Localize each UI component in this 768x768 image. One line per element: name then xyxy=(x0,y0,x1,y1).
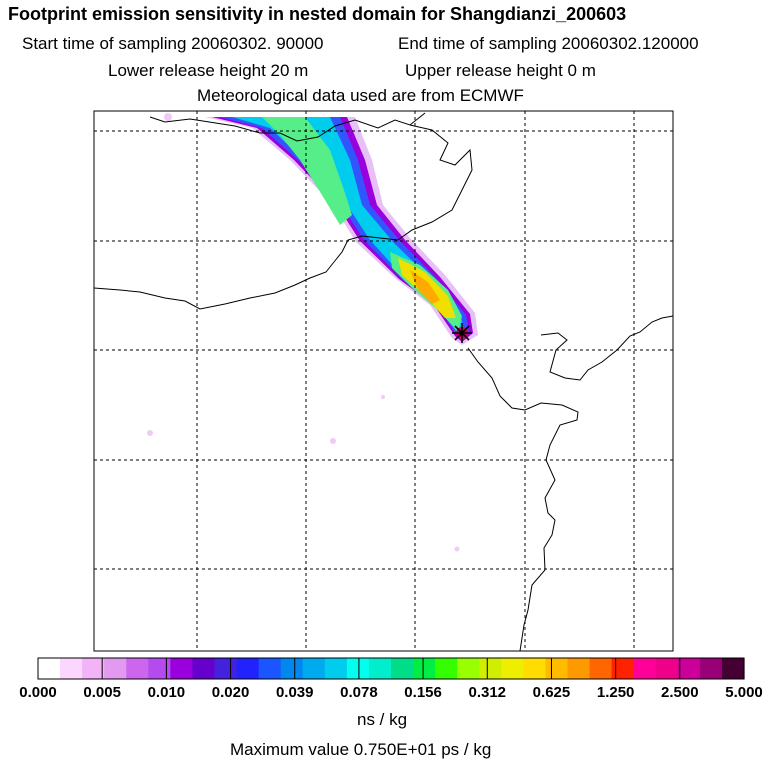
colorbar-cell xyxy=(148,658,171,679)
colorbar-tick-label: 0.020 xyxy=(211,684,250,701)
plume-orange xyxy=(410,270,440,304)
border-east xyxy=(540,315,674,381)
colorbar-cell xyxy=(479,658,502,679)
colorbar-cell xyxy=(192,658,216,679)
colorbar-cell xyxy=(435,658,458,679)
colorbar-cell xyxy=(501,658,524,679)
colorbar-cell xyxy=(104,658,127,679)
colorbar-cell xyxy=(60,658,83,679)
plume-outer xyxy=(205,117,478,345)
colorbar-cell xyxy=(82,658,105,679)
upper-release-height-label: Upper release height 0 m xyxy=(405,61,596,80)
coastline-south xyxy=(467,347,579,652)
map-frame xyxy=(93,110,674,652)
colorbar-unit-label: ns / kg xyxy=(357,710,408,729)
colorbar-cell xyxy=(721,658,745,679)
plume-cyan xyxy=(232,117,464,336)
colorbar-tick-label: 2.500 xyxy=(661,684,699,701)
chart-title: Footprint emission sensitivity in nested… xyxy=(8,4,627,24)
colorbar-cell xyxy=(655,658,679,679)
colorbar-cell xyxy=(324,658,348,679)
colorbar-cell xyxy=(589,658,613,679)
colorbar-tick-label: 0.005 xyxy=(83,684,121,701)
colorbar-cell xyxy=(38,658,61,679)
colorbar-frame xyxy=(37,657,745,680)
colorbar-tick-label: 0.000 xyxy=(19,684,57,701)
colorbar-cell xyxy=(567,658,591,679)
colorbar-cell xyxy=(302,658,326,679)
colorbar-tick-label: 5.000 xyxy=(725,684,763,701)
colorbar-cell xyxy=(258,658,282,679)
colorbar-tick-label: 0.078 xyxy=(340,684,378,701)
coastline-north xyxy=(149,112,426,142)
coastline-ne xyxy=(397,124,473,241)
colorbar-cell xyxy=(391,658,414,679)
colorbar-cell xyxy=(126,658,149,679)
colorbar-cell xyxy=(633,658,657,679)
coastline-bay xyxy=(93,235,399,310)
met-data-label: Meteorological data used are from ECMWF xyxy=(197,86,524,105)
colorbar-tick-label: 0.312 xyxy=(468,684,507,701)
colorbar-cell xyxy=(545,658,569,679)
lower-release-height-label: Lower release height 20 m xyxy=(108,61,309,80)
colorbar-cell xyxy=(346,658,370,679)
faint-spot xyxy=(381,395,385,399)
colorbar-tick-label: 0.039 xyxy=(275,684,314,701)
grid-lines xyxy=(94,111,673,651)
start-time-label: Start time of sampling 20060302. 90000 xyxy=(22,34,324,53)
faint-spot xyxy=(330,438,336,444)
end-time-label: End time of sampling 20060302.120000 xyxy=(398,34,699,53)
faint-spot xyxy=(147,430,153,436)
colorbar-cell xyxy=(280,658,304,679)
colorbar-dividers xyxy=(101,658,681,679)
colorbar-cell xyxy=(368,658,392,679)
colorbar-cell xyxy=(214,658,238,679)
colorbar-cell xyxy=(699,658,723,679)
colorbar-tick-label: 0.625 xyxy=(532,684,571,701)
colorbar-cell xyxy=(523,658,547,679)
faint-spot xyxy=(164,113,172,121)
colorbar-cell xyxy=(413,658,436,679)
colorbar-cell xyxy=(677,658,701,679)
plume xyxy=(147,113,478,552)
colorbar-tick-label: 0.156 xyxy=(404,684,442,701)
receptor-star-icon xyxy=(452,323,472,343)
colorbar-cells xyxy=(38,658,745,679)
colorbar-tick-label: 1.250 xyxy=(596,684,635,701)
colorbar-cell xyxy=(611,658,635,679)
coastlines xyxy=(93,112,674,652)
colorbar-cell xyxy=(236,658,260,679)
faint-spot xyxy=(454,546,460,552)
max-value-label: Maximum value 0.750E+01 ps / kg xyxy=(230,740,492,759)
colorbar-tick-label: 0.010 xyxy=(147,684,186,701)
colorbar-cell xyxy=(170,658,194,679)
plume-green xyxy=(262,117,352,225)
colorbar-cell xyxy=(457,658,480,679)
